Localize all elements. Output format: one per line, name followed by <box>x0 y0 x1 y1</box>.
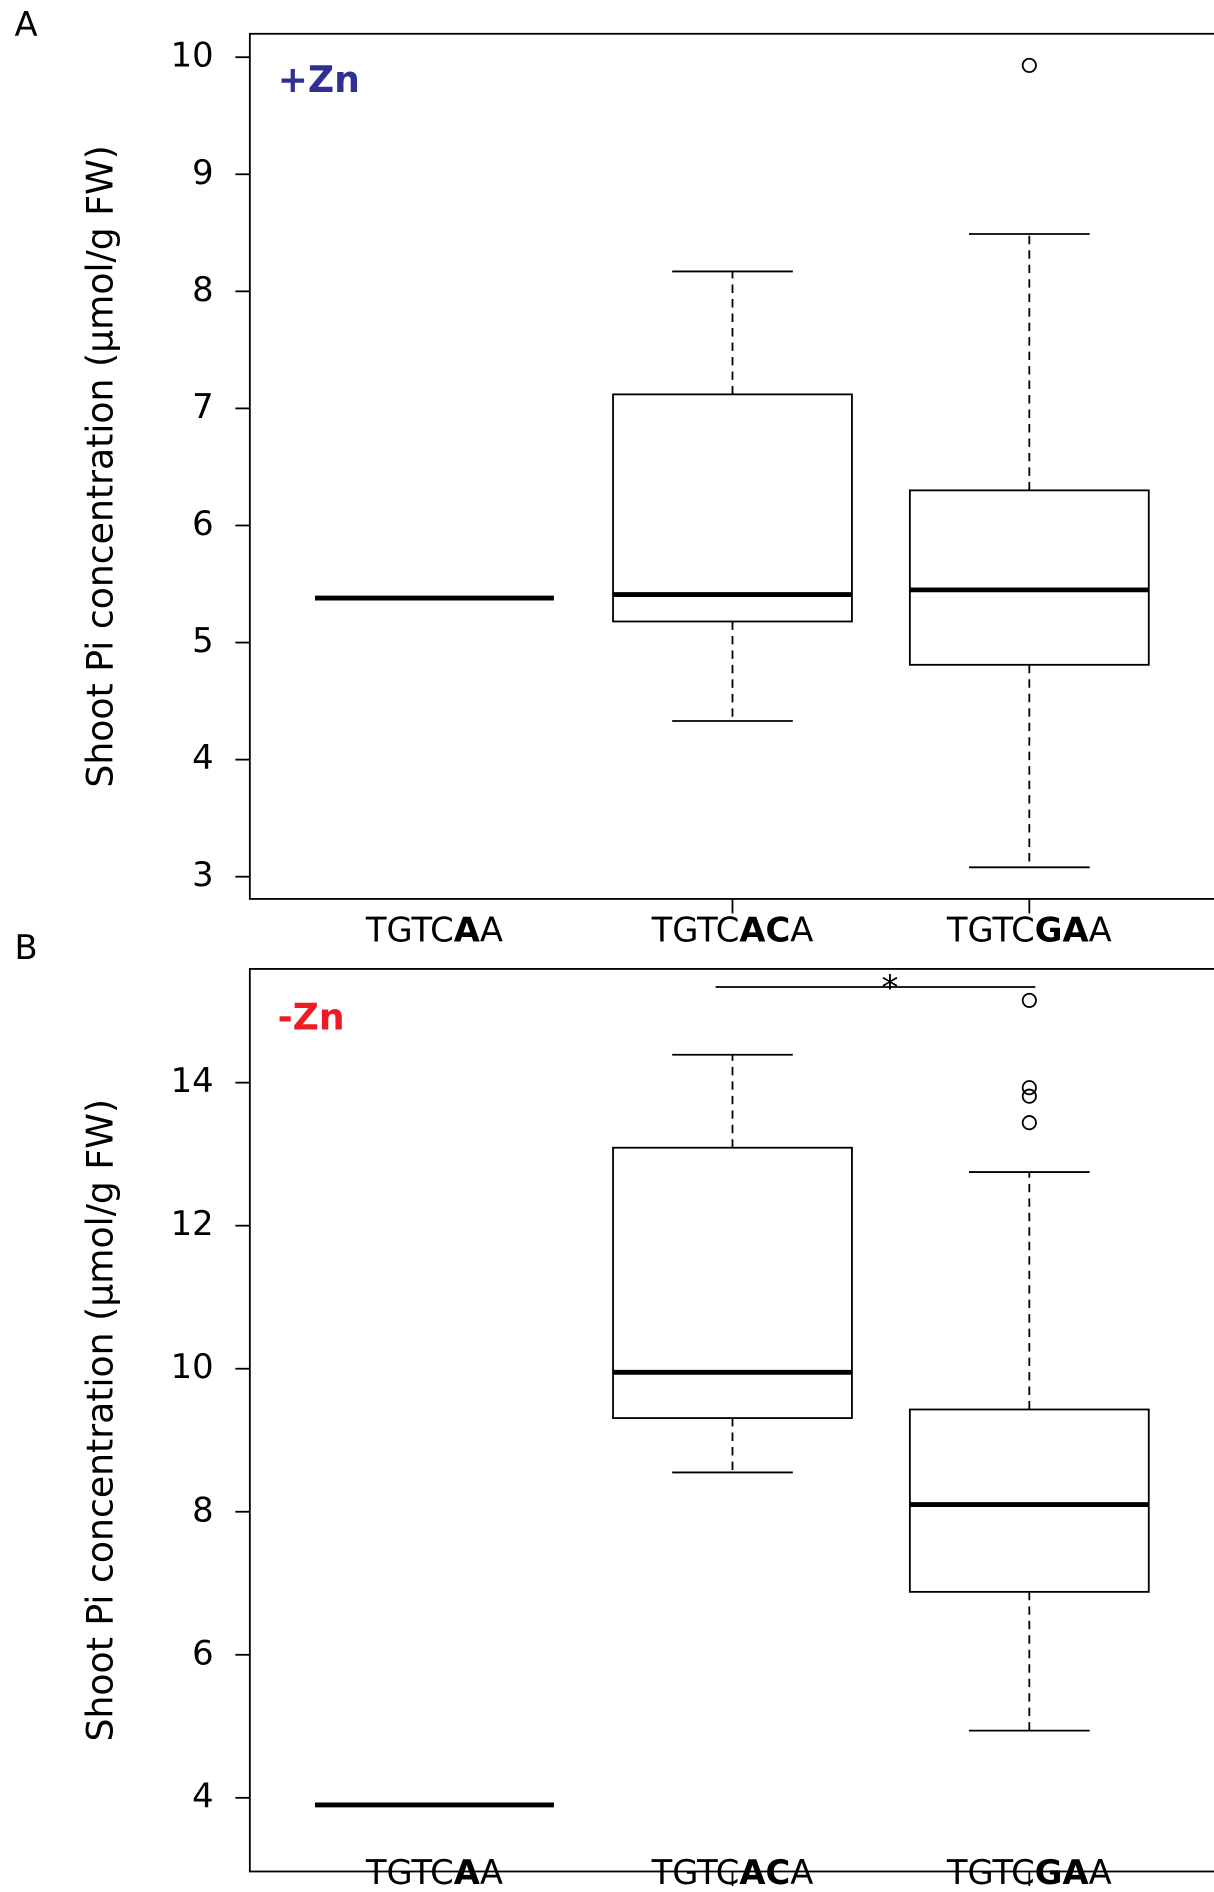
x-tick-label-part: A <box>1089 1852 1112 1891</box>
y-axis-label: Shoot Pi concentration (µmol/g FW) <box>79 145 122 788</box>
box <box>612 1146 853 1419</box>
x-tick-label-part: A <box>790 1852 813 1891</box>
plot-frame <box>248 32 1214 900</box>
x-tick-label-part: TGTC <box>365 910 454 949</box>
y-axis-label: Shoot Pi concentration (µmol/g FW) <box>79 1099 122 1742</box>
x-tick-label-part: GA <box>1035 1852 1089 1891</box>
x-tick-label-part: A <box>790 910 813 949</box>
condition-label: +Zn <box>278 58 360 101</box>
x-tick-label-part: A <box>454 910 480 949</box>
condition-label: -Zn <box>278 996 345 1039</box>
x-tick-label-part: TGTC <box>651 1852 740 1891</box>
outlier <box>1021 1115 1037 1131</box>
y-tick-label: 4 <box>192 738 213 777</box>
x-tick-label-part: A <box>480 1852 503 1891</box>
outlier <box>1021 1088 1037 1104</box>
y-tick-label: 7 <box>192 387 213 426</box>
y-tick-label: 10 <box>171 1347 214 1386</box>
y-tick-label: 10 <box>171 36 214 75</box>
y-tick-label: 8 <box>192 270 213 309</box>
panel-label: A <box>15 5 38 44</box>
x-tick-label-part: GA <box>1035 910 1089 949</box>
panel-label: B <box>15 928 38 967</box>
y-tick-label: 6 <box>192 504 213 543</box>
x-tick-label-part: TGTC <box>946 910 1035 949</box>
x-tick-label-part: TGTC <box>651 910 740 949</box>
outlier <box>1021 992 1037 1008</box>
y-tick-label: 4 <box>192 1776 213 1815</box>
y-tick-label: 5 <box>192 621 213 660</box>
x-tick-label: TGTCAA <box>365 1852 503 1891</box>
x-tick-label: TGTCGAA <box>946 1852 1112 1891</box>
outlier <box>1021 1080 1037 1096</box>
x-tick-label-part: TGTC <box>946 1852 1035 1891</box>
y-tick-label: 8 <box>192 1490 213 1529</box>
y-tick-label: 12 <box>171 1204 214 1243</box>
box <box>612 393 853 623</box>
x-tick-label-part: TGTC <box>365 1852 454 1891</box>
x-tick-label: TGTCAA <box>365 910 503 949</box>
y-tick-label: 6 <box>192 1633 213 1672</box>
x-tick-label: TGTCACA <box>651 1852 814 1891</box>
x-tick-label: TGTCGAA <box>946 910 1112 949</box>
outlier <box>1021 57 1037 73</box>
x-tick-label-part: A <box>454 1852 480 1891</box>
x-tick-label-part: AC <box>739 910 790 949</box>
box <box>908 489 1150 666</box>
y-tick-label: 3 <box>192 855 213 894</box>
x-tick-label-part: A <box>1089 910 1112 949</box>
x-tick-label-part: A <box>480 910 503 949</box>
x-tick-label-part: AC <box>739 1852 790 1891</box>
x-tick-label: TGTCACA <box>651 910 814 949</box>
y-tick-label: 9 <box>192 153 213 192</box>
box <box>908 1408 1150 1593</box>
plot-frame <box>248 968 1214 1873</box>
significance-label: * <box>882 968 899 1007</box>
y-tick-label: 14 <box>171 1061 214 1100</box>
